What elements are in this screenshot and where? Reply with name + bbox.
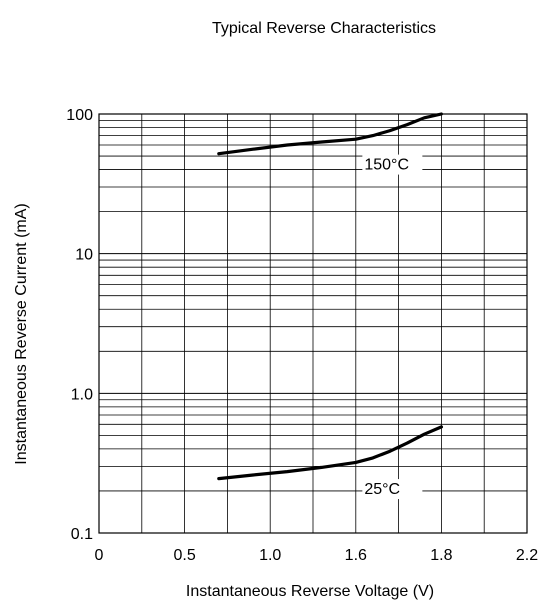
y-tick-label: 0.1: [71, 526, 93, 543]
series-label: 25°C: [364, 481, 400, 498]
plot-border: [98, 113, 528, 534]
series-label: 150°C: [364, 157, 409, 174]
y-tick-label: 1.0: [71, 386, 93, 403]
series-label-bg: [362, 479, 423, 500]
x-axis-label: Instantaneous Reverse Voltage (V): [186, 583, 434, 600]
x-tick-label: 1.0: [259, 547, 281, 564]
y-tick-label: 100: [66, 107, 93, 124]
chart-title: Typical Reverse Characteristics: [212, 20, 436, 37]
x-tick-label: 0: [95, 547, 104, 564]
x-tick-label: 2.2: [516, 547, 538, 564]
series-line: [217, 112, 443, 156]
series-label-bg: [362, 154, 423, 175]
series-group: 150°C 25°C: [217, 112, 443, 500]
y-axis-label: Instantaneous Reverse Current (mA): [13, 203, 30, 464]
x-tick-label: 0.5: [173, 547, 195, 564]
series-line: [217, 425, 443, 481]
x-tick-label: 1.8: [430, 547, 452, 564]
plot-area: [98, 113, 528, 534]
y-tick-label: 10: [75, 247, 93, 264]
x-tick-label: 1.6: [345, 547, 367, 564]
